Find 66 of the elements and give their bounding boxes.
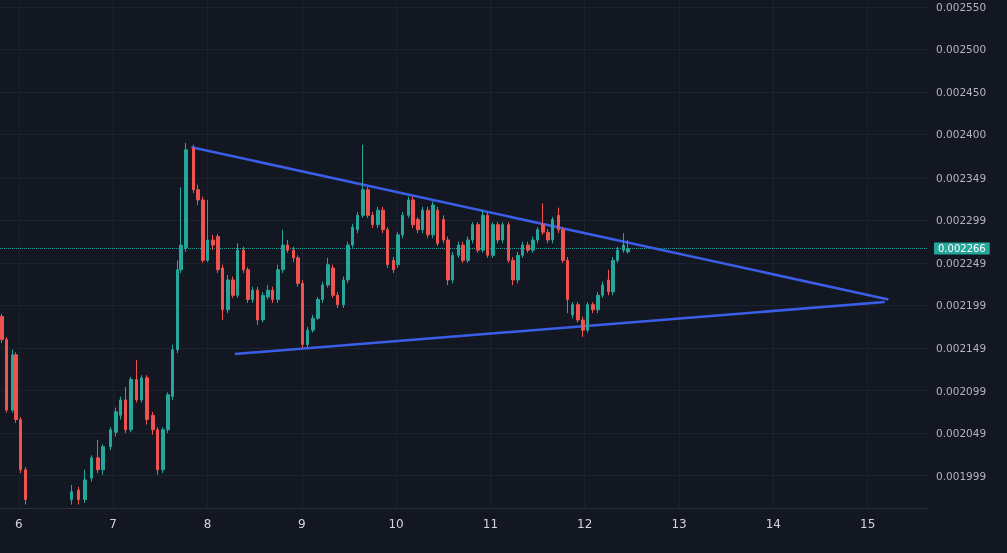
candlestick <box>83 469 87 504</box>
candlestick <box>24 466 27 506</box>
x-tick-label: 14 <box>765 517 781 531</box>
y-tick-label: 0.002400 <box>936 128 987 141</box>
y-tick-label: 0.002099 <box>936 384 987 397</box>
candlestick <box>476 221 480 254</box>
candlestick <box>361 144 365 219</box>
x-tick-label: 7 <box>109 517 117 531</box>
x-tick-label: 10 <box>388 517 404 531</box>
y-tick-label: 0.002199 <box>936 299 987 312</box>
candlestick <box>326 257 330 289</box>
candlestick <box>431 201 435 239</box>
candlestick <box>70 484 73 506</box>
candlestick <box>461 241 465 264</box>
candlestick <box>286 239 289 254</box>
candlestick <box>421 206 424 234</box>
candlestick <box>226 274 230 314</box>
x-tick-label: 9 <box>297 517 306 531</box>
candlestick <box>271 286 274 304</box>
candlestick <box>376 206 380 229</box>
candlestick <box>486 211 489 259</box>
x-tick-label: 11 <box>482 517 499 531</box>
y-tick-label: 0.002550 <box>936 0 987 13</box>
candlestick <box>356 211 359 234</box>
x-tick-label: 13 <box>671 517 687 531</box>
candlestick <box>607 269 610 296</box>
candlestick <box>392 256 395 274</box>
candlestick <box>109 426 112 451</box>
candlestick <box>591 301 595 314</box>
candlestick <box>124 386 127 434</box>
candlestick <box>496 221 500 244</box>
candlestick <box>586 301 589 334</box>
candlestick <box>101 443 105 476</box>
y-tick-label: 0.002299 <box>936 214 987 227</box>
candlestick <box>90 454 93 483</box>
candlestick <box>526 241 530 254</box>
candlestick <box>231 276 235 299</box>
candlestick <box>501 221 504 244</box>
ref-line-label: 0.002266 <box>938 242 986 254</box>
candlestick <box>11 349 14 414</box>
candlestick <box>451 251 454 284</box>
candlestick <box>96 439 100 474</box>
candlestick <box>306 326 309 349</box>
candlestick <box>426 206 430 239</box>
y-tick-label: 0.002450 <box>936 85 987 98</box>
y-tick-label: 0.002249 <box>936 256 987 269</box>
x-tick-label: 8 <box>203 517 212 531</box>
candlestick <box>140 374 143 403</box>
candlestick <box>551 216 554 244</box>
candlestick <box>129 376 133 433</box>
x-tick-label: 12 <box>577 517 593 531</box>
y-tick-label: 0.001999 <box>936 469 987 482</box>
y-tick-label: 0.002349 <box>936 171 987 184</box>
candlestick <box>571 301 574 319</box>
y-tick-label: 0.002049 <box>936 427 987 440</box>
x-tick-label: 6 <box>15 517 23 531</box>
candlestick <box>135 359 138 403</box>
x-tick-label: 15 <box>860 517 876 531</box>
candlestick <box>436 206 439 247</box>
candlestick <box>256 286 259 326</box>
candlestick <box>407 196 410 219</box>
candlestick <box>251 286 254 304</box>
y-tick-label: 0.002149 <box>936 342 987 355</box>
y-tick-label: 0.002500 <box>936 43 987 56</box>
candlestick <box>77 486 80 506</box>
candlestick <box>145 374 149 426</box>
